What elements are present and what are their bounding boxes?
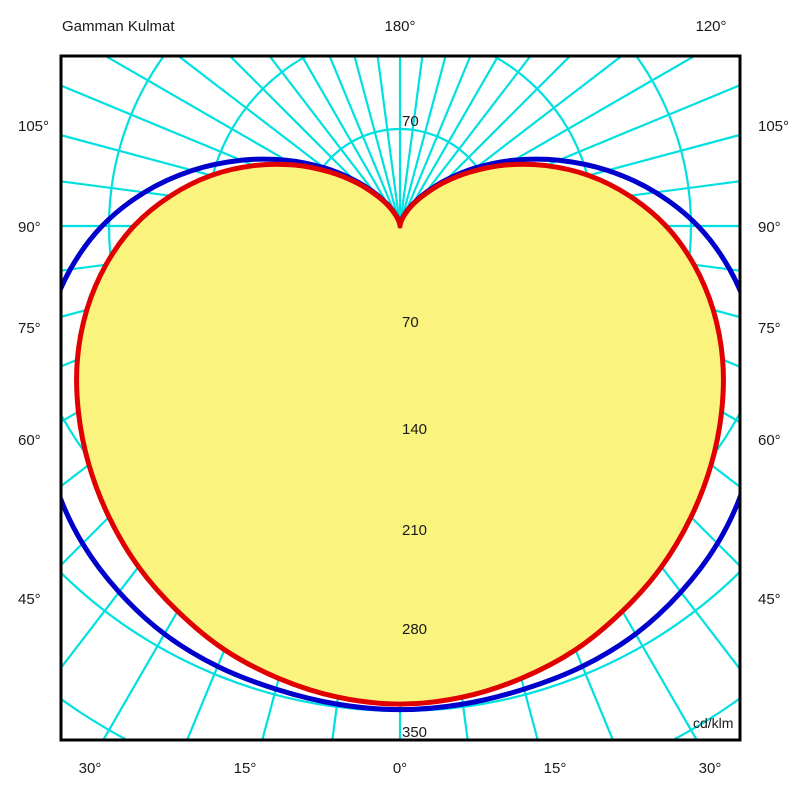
- axis-label-left-105: 105°: [18, 118, 50, 135]
- page-title: Gamman Kulmat: [62, 18, 175, 35]
- unit-label: cd/klm: [693, 715, 734, 731]
- curve-c0-c180: [62, 156, 739, 713]
- axis-label-left-75: 75°: [18, 320, 41, 337]
- radial-tick-350: 350: [402, 724, 428, 741]
- intensity-curves: [62, 156, 739, 713]
- curve-c90-c270: [74, 161, 726, 707]
- plot-frame: [59, 54, 742, 742]
- axis-label-left-90: 90°: [18, 219, 41, 236]
- axis-label-bottom-15l: 15°: [233, 760, 257, 777]
- radial-tick-280: 280: [402, 621, 428, 638]
- radial-tick-210: 210: [402, 522, 428, 539]
- axis-label-bottom-15r: 15°: [543, 760, 567, 777]
- axis-label-left-45: 45°: [18, 591, 41, 608]
- axis-label-right-45: 45°: [758, 591, 781, 608]
- radial-tick-70-top: 70: [402, 113, 419, 130]
- axis-label-right-105: 105°: [758, 118, 790, 135]
- radial-tick-140: 140: [402, 421, 428, 438]
- axis-label-top-center: 180°: [384, 18, 416, 35]
- intensity-fill: [76, 164, 724, 705]
- radial-tick-70: 70: [402, 314, 419, 331]
- axis-label-right-75: 75°: [758, 320, 781, 337]
- axis-label-bottom-30l: 30°: [78, 760, 102, 777]
- axis-label-right-60: 60°: [758, 432, 781, 449]
- axis-label-bottom-30r: 30°: [698, 760, 722, 777]
- axis-label-left-60: 60°: [18, 432, 41, 449]
- intensity-fill-region: [76, 164, 724, 705]
- axis-label-bottom-0: 0°: [392, 760, 408, 777]
- axis-label-right-90: 90°: [758, 219, 781, 236]
- axis-label-top-right: 120°: [695, 18, 727, 35]
